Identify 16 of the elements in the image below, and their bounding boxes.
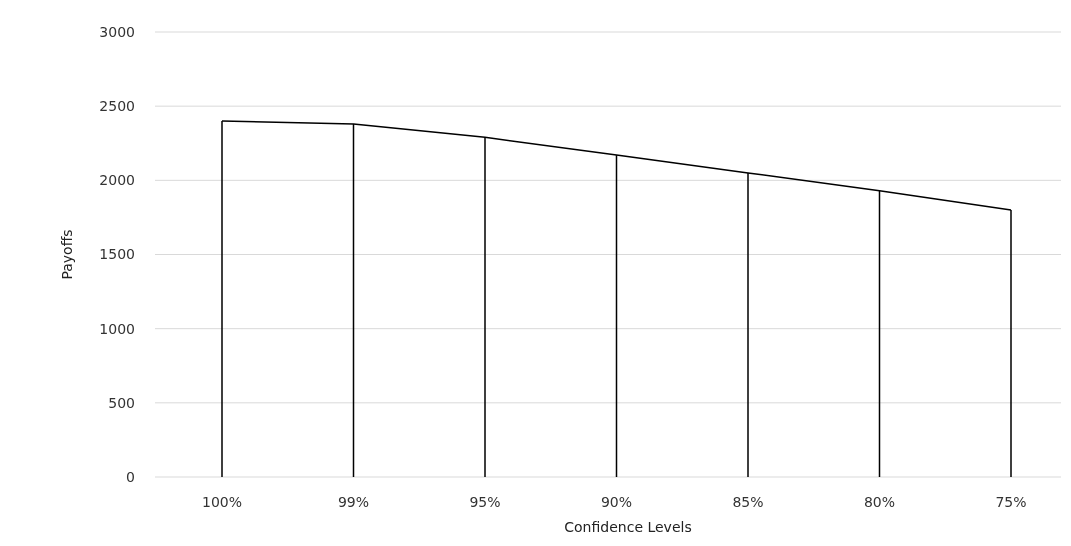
y-tick-label: 2000 xyxy=(99,172,135,189)
y-tick-label: 1500 xyxy=(99,246,135,263)
y-tick-label: 0 xyxy=(126,468,135,485)
y-axis-title: Payoffs xyxy=(59,229,75,280)
y-tick-label: 1000 xyxy=(99,320,135,337)
x-tick-label: 90% xyxy=(600,494,633,510)
x-tick-label: 99% xyxy=(337,494,370,510)
x-tick-label: 100% xyxy=(201,494,243,510)
x-axis-title: Confidence Levels xyxy=(564,519,692,535)
x-tick-label: 85% xyxy=(732,494,764,510)
y-tick-label: 2500 xyxy=(99,98,135,115)
y-tick-label: 3000 xyxy=(99,23,135,40)
x-tick-label: 80% xyxy=(863,494,896,510)
x-tick-label: 75% xyxy=(995,494,1027,510)
x-tick-label: 95% xyxy=(469,494,501,510)
y-tick-label: 500 xyxy=(108,394,135,411)
